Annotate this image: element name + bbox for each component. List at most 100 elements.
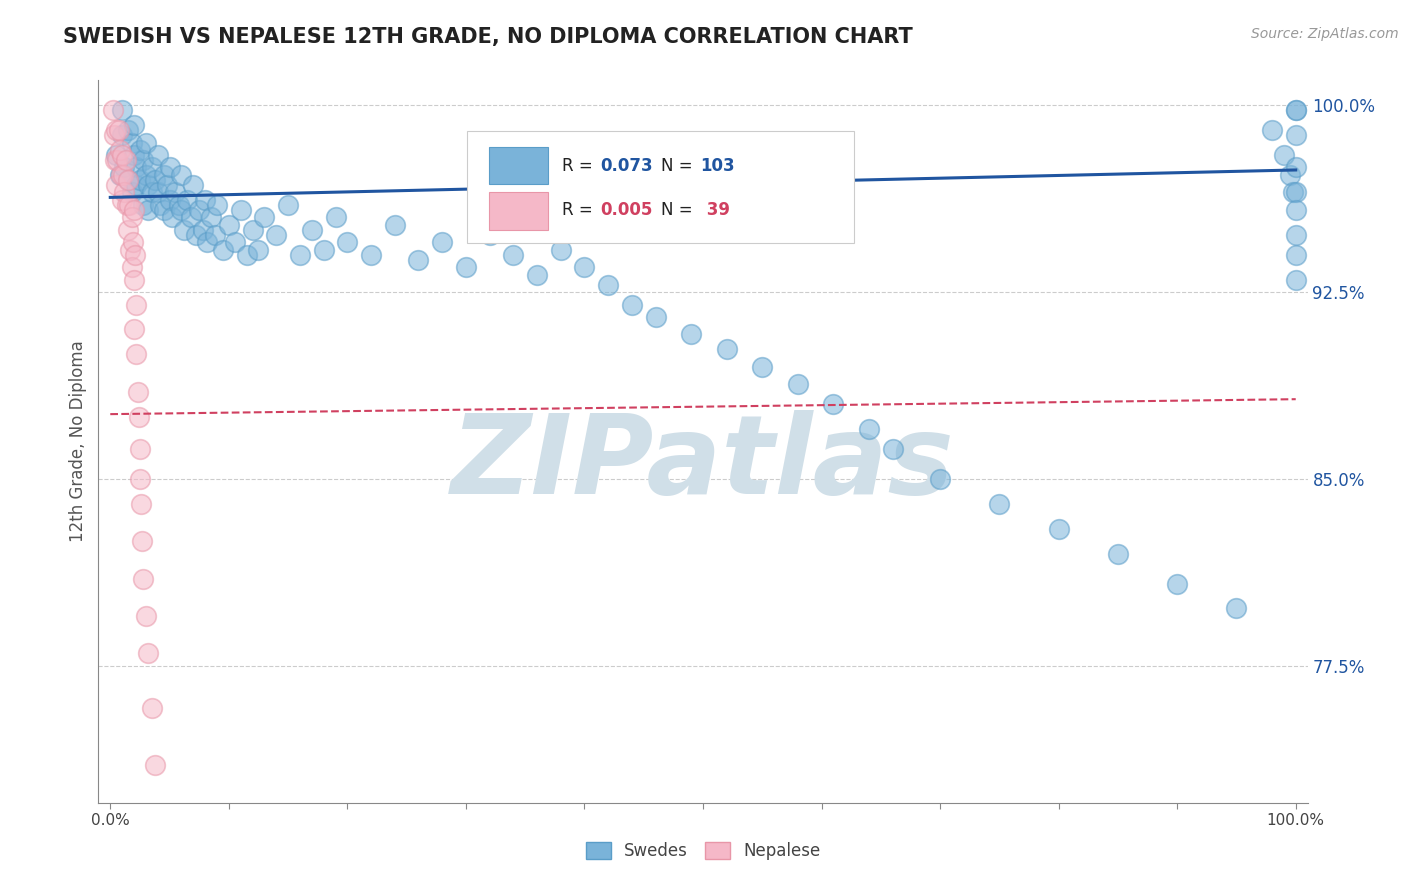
Point — [121, 136, 143, 150]
Point — [141, 186, 163, 200]
Point — [111, 103, 134, 118]
Point — [1285, 161, 1308, 175]
Point — [132, 153, 155, 167]
Point — [173, 223, 195, 237]
Text: 0.005: 0.005 — [600, 202, 652, 219]
Point — [1261, 123, 1284, 137]
Point — [1107, 547, 1129, 561]
Text: R =: R = — [561, 202, 598, 219]
Point — [823, 397, 845, 411]
Point — [184, 227, 207, 242]
Point — [229, 202, 252, 217]
Point — [114, 186, 136, 200]
Point — [242, 223, 264, 237]
Point — [478, 227, 501, 242]
Point — [146, 148, 169, 162]
Point — [858, 422, 880, 436]
Point — [160, 211, 183, 225]
Point — [120, 243, 142, 257]
Point — [122, 322, 145, 336]
Point — [118, 198, 141, 212]
Point — [882, 442, 904, 456]
FancyBboxPatch shape — [489, 193, 548, 230]
Text: 103: 103 — [700, 156, 735, 175]
Text: N =: N = — [661, 156, 697, 175]
Point — [502, 248, 524, 262]
Point — [121, 260, 143, 274]
Point — [128, 409, 150, 424]
Point — [143, 758, 166, 772]
Point — [1285, 103, 1308, 118]
Point — [1047, 522, 1070, 536]
Text: ZIPatlas: ZIPatlas — [451, 409, 955, 516]
Point — [101, 103, 124, 118]
Point — [129, 173, 152, 187]
Point — [104, 153, 127, 167]
Point — [1285, 272, 1308, 286]
Point — [105, 123, 128, 137]
Point — [136, 646, 159, 660]
Text: Source: ZipAtlas.com: Source: ZipAtlas.com — [1251, 27, 1399, 41]
Point — [751, 359, 773, 374]
Point — [264, 227, 287, 242]
Point — [598, 277, 620, 292]
Point — [235, 248, 257, 262]
Point — [1278, 168, 1301, 182]
Point — [156, 178, 179, 192]
Point — [152, 168, 174, 182]
Point — [117, 223, 139, 237]
Point — [312, 243, 335, 257]
Point — [165, 186, 187, 200]
Point — [384, 218, 406, 232]
Point — [125, 178, 148, 192]
Point — [132, 198, 155, 212]
Point — [117, 173, 139, 187]
Point — [204, 227, 226, 242]
Point — [574, 260, 596, 274]
Point — [108, 168, 131, 182]
Point — [136, 202, 159, 217]
Point — [127, 384, 149, 399]
Point — [129, 472, 152, 486]
Point — [111, 128, 134, 142]
Point — [194, 193, 217, 207]
Point — [681, 327, 703, 342]
Point — [124, 248, 146, 262]
Point — [1285, 103, 1308, 118]
Point — [117, 123, 139, 137]
Point — [1285, 186, 1308, 200]
Point — [1285, 227, 1308, 242]
Point — [191, 223, 214, 237]
Point — [188, 202, 211, 217]
Point — [112, 168, 135, 182]
Point — [125, 347, 148, 361]
Point — [125, 161, 148, 175]
Point — [105, 148, 128, 162]
Point — [159, 193, 181, 207]
Point — [141, 701, 163, 715]
Point — [143, 173, 166, 187]
Point — [277, 198, 299, 212]
Point — [247, 243, 270, 257]
Point — [200, 211, 222, 225]
Point — [253, 211, 276, 225]
Point — [122, 148, 145, 162]
Point — [117, 173, 139, 187]
FancyBboxPatch shape — [489, 147, 548, 185]
Point — [786, 377, 808, 392]
Point — [454, 260, 477, 274]
Point — [218, 218, 240, 232]
Point — [114, 161, 136, 175]
Point — [212, 243, 235, 257]
Point — [1272, 148, 1295, 162]
Point — [107, 123, 129, 137]
Point — [110, 168, 132, 182]
Point — [105, 153, 128, 167]
Point — [136, 178, 159, 192]
Point — [360, 248, 382, 262]
Point — [149, 198, 172, 212]
Point — [526, 268, 548, 282]
Text: 0.073: 0.073 — [600, 156, 652, 175]
Point — [408, 252, 430, 267]
Point — [170, 202, 193, 217]
